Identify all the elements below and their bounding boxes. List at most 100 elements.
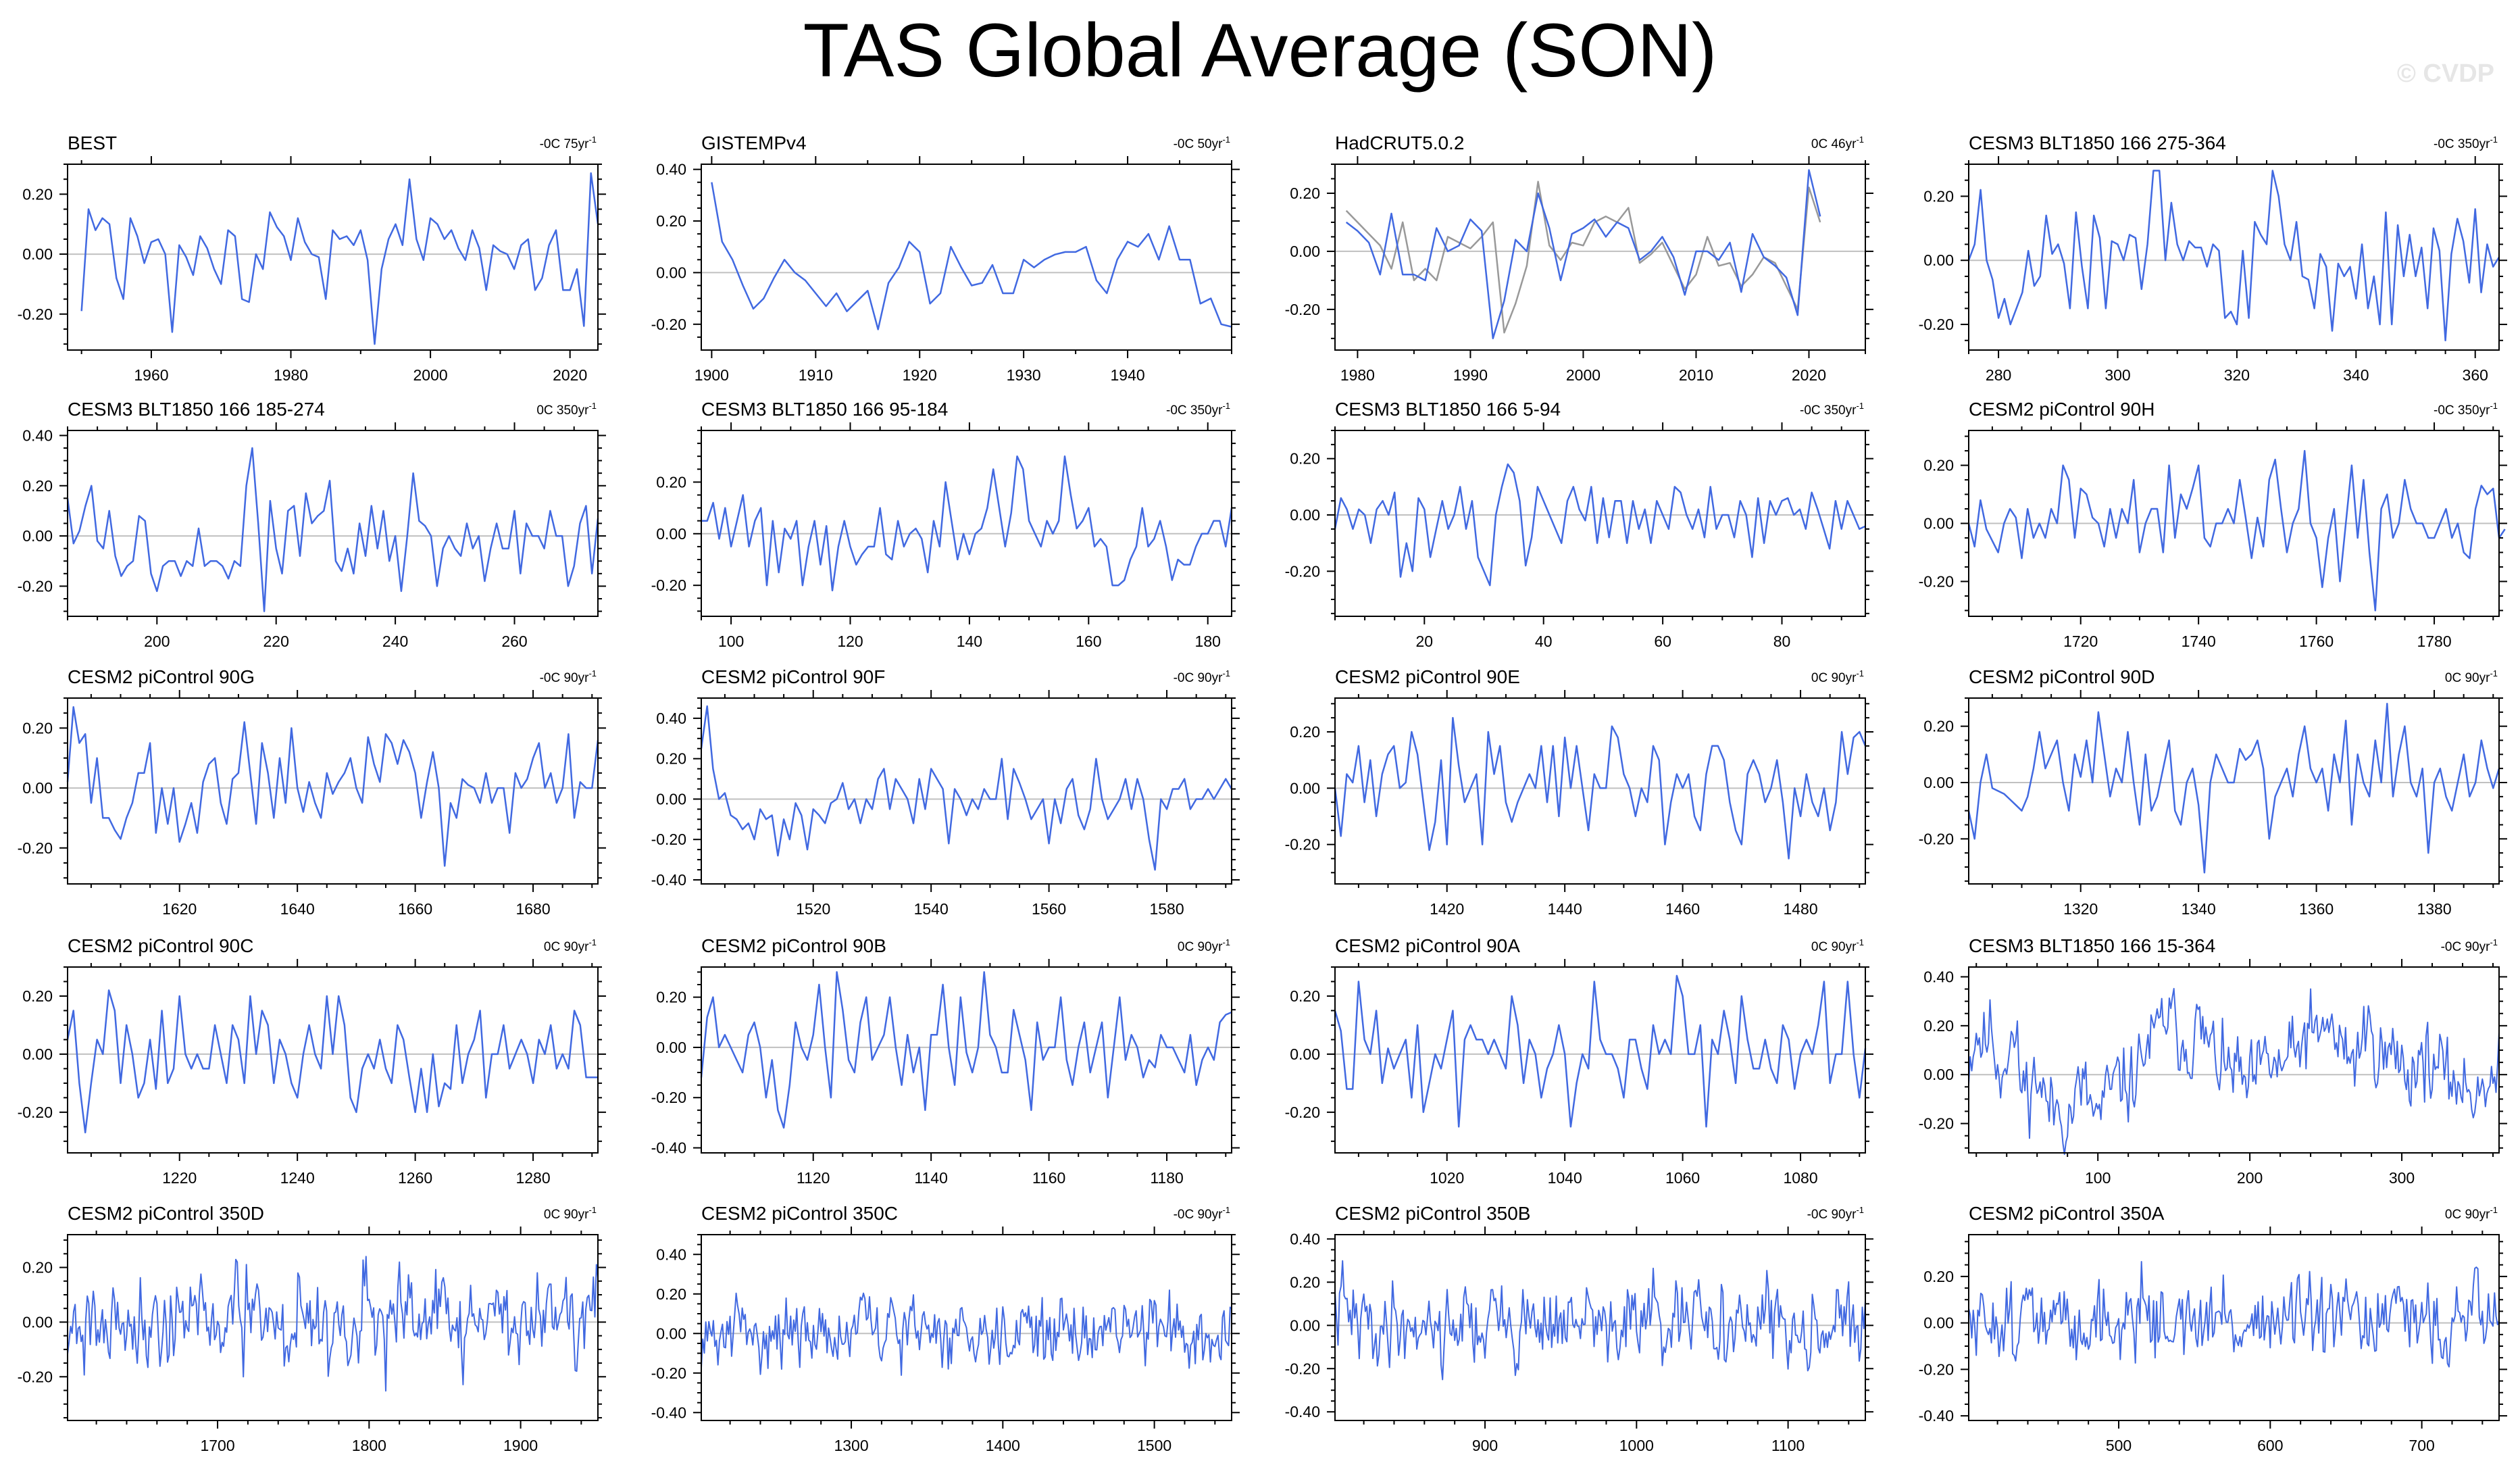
series-line <box>700 971 1232 1129</box>
x-tick-label: 1800 <box>352 1437 386 1454</box>
x-tick-label: 1900 <box>503 1437 538 1454</box>
x-tick-label: 1940 <box>1110 366 1144 384</box>
y-tick-label: -0.20 <box>18 839 53 857</box>
x-tick-label: 280 <box>1986 366 2011 384</box>
y-tick-label: 0.00 <box>656 525 686 543</box>
x-tick-label: 60 <box>1654 633 1671 650</box>
y-tick-label: 0.20 <box>1290 184 1320 202</box>
y-tick-label: -0.20 <box>1285 1104 1320 1121</box>
x-tick-label: 2020 <box>553 366 587 384</box>
y-tick-label: -0.20 <box>1285 836 1320 854</box>
x-tick-label: 1360 <box>2299 900 2334 918</box>
y-tick-label: 0.00 <box>1290 1316 1320 1334</box>
y-tick-label: 0.20 <box>1923 1017 1954 1035</box>
y-tick-label: 0.00 <box>22 527 53 545</box>
cvdp-watermark: © CVDP <box>2396 59 2494 88</box>
x-tick-label: 1640 <box>280 900 315 918</box>
chart-panel: CESM2 piControl 350B -0C 90yr-1 -0.40 -0.20… <box>1285 1203 1873 1454</box>
x-tick-label: 340 <box>2343 366 2369 384</box>
trend-label: -0C 350yr-1 <box>1800 401 1864 418</box>
trend-label: -0C 90yr-1 <box>540 668 597 685</box>
y-tick-label: 0.00 <box>1923 515 1954 533</box>
x-tick-label: 1560 <box>1032 900 1066 918</box>
plot-frame <box>701 966 1232 1154</box>
x-tick-label: 1040 <box>1548 1169 1582 1187</box>
x-tick-label: 1930 <box>1007 366 1041 384</box>
series-line <box>1334 463 1866 587</box>
x-tick-label: 140 <box>957 633 982 650</box>
chart-panel: CESM2 piControl 90C 0C 90yr-1 -0.20 0.00 0.2… <box>18 935 606 1187</box>
x-tick-label: 1980 <box>1340 366 1375 384</box>
x-tick-label: 900 <box>1472 1437 1498 1454</box>
series-line <box>1967 449 2506 612</box>
chart-panel: CESM2 piControl 90G -0C 90yr-1 -0.20 0.00 0.… <box>18 666 606 918</box>
x-tick-label: 1300 <box>834 1437 868 1454</box>
trend-label: -0C 350yr-1 <box>2434 134 2498 151</box>
panel-title: CESM2 piControl 90B <box>701 935 886 956</box>
x-tick-label: 100 <box>718 633 744 650</box>
panel-title: CESM2 piControl 90E <box>1335 666 1520 687</box>
x-tick-label: 1320 <box>2063 900 2098 918</box>
y-tick-label: 0.20 <box>1290 987 1320 1005</box>
trend-label: 0C 90yr-1 <box>2445 668 2498 685</box>
trend-label: 0C 90yr-1 <box>1811 668 1864 685</box>
y-tick-label: 0.00 <box>656 1039 686 1056</box>
chart-panel: CESM2 piControl 90F -0C 90yr-1 -0.40 -0.20 0… <box>651 666 1240 918</box>
x-tick-label: 1660 <box>398 900 432 918</box>
x-tick-label: 1740 <box>2182 633 2216 650</box>
trend-label: -0C 350yr-1 <box>2434 401 2498 418</box>
x-tick-label: 1460 <box>1665 900 1700 918</box>
series-line <box>80 172 599 345</box>
y-tick-label: 0.00 <box>1290 506 1320 524</box>
chart-panel: CESM2 piControl 90B 0C 90yr-1 -0.40 -0.20 0.… <box>651 935 1240 1187</box>
plot-frame <box>701 697 1232 885</box>
x-tick-label: 1920 <box>903 366 937 384</box>
plot-frame <box>1334 697 1866 885</box>
x-tick-label: 600 <box>2257 1437 2283 1454</box>
y-tick-label: 0.00 <box>22 1313 53 1331</box>
trend-label: -0C 90yr-1 <box>1807 1205 1864 1222</box>
y-tick-label: 0.00 <box>656 790 686 808</box>
panel-title: CESM2 piControl 350B <box>1335 1203 1530 1224</box>
plot-frame <box>67 966 599 1154</box>
panel-title: GISTEMPv4 <box>701 132 807 153</box>
y-tick-label: 0.40 <box>1290 1230 1320 1247</box>
trend-label: 0C 350yr-1 <box>536 401 597 418</box>
x-tick-label: 300 <box>2105 366 2130 384</box>
x-tick-label: 20 <box>1416 633 1434 650</box>
x-tick-label: 1420 <box>1430 900 1464 918</box>
x-tick-label: 1780 <box>2417 633 2451 650</box>
chart-panel: CESM3 BLT1850 166 275-364 -0C 350yr-1 -0.2… <box>1919 132 2507 384</box>
y-tick-label: -0.40 <box>651 1139 686 1157</box>
y-tick-label: 0.00 <box>1923 774 1954 791</box>
x-tick-label: 1990 <box>1453 366 1488 384</box>
y-tick-label: 0.20 <box>656 989 686 1006</box>
x-tick-label: 1680 <box>515 900 550 918</box>
plot-frame <box>701 1234 1232 1421</box>
y-tick-label: 0.00 <box>656 1325 686 1342</box>
x-tick-label: 700 <box>2409 1437 2434 1454</box>
trend-label: -0C 75yr-1 <box>540 134 597 151</box>
plot-frame <box>1334 966 1866 1154</box>
panel-title: CESM3 BLT1850 166 15-364 <box>1969 935 2215 956</box>
x-tick-label: 40 <box>1535 633 1553 650</box>
y-tick-label: 0.20 <box>1290 723 1320 741</box>
x-tick-label: 1000 <box>1619 1437 1654 1454</box>
x-tick-label: 1160 <box>1032 1169 1065 1187</box>
x-tick-label: 1400 <box>986 1437 1020 1454</box>
panel-title: CESM3 BLT1850 166 185-274 <box>68 399 325 420</box>
y-tick-label: -0.40 <box>651 1404 686 1421</box>
plot-frame <box>1334 164 1866 351</box>
series-line <box>1967 703 2500 874</box>
x-tick-label: 1760 <box>2299 633 2334 650</box>
y-tick-label: 0.40 <box>1923 968 1954 985</box>
panel-title: CESM2 piControl 350A <box>1969 1203 2165 1224</box>
panel-title: CESM2 piControl 90G <box>68 666 255 687</box>
y-tick-label: -0.20 <box>1919 1115 1954 1133</box>
panel-title: HadCRUT5.0.2 <box>1335 132 1464 153</box>
x-tick-label: 360 <box>2463 366 2488 384</box>
chart-panel: CESM3 BLT1850 166 15-364 -0C 90yr-1 -0.20 0… <box>1919 935 2507 1187</box>
series-line <box>66 989 598 1134</box>
plot-frame <box>1968 1234 2500 1421</box>
